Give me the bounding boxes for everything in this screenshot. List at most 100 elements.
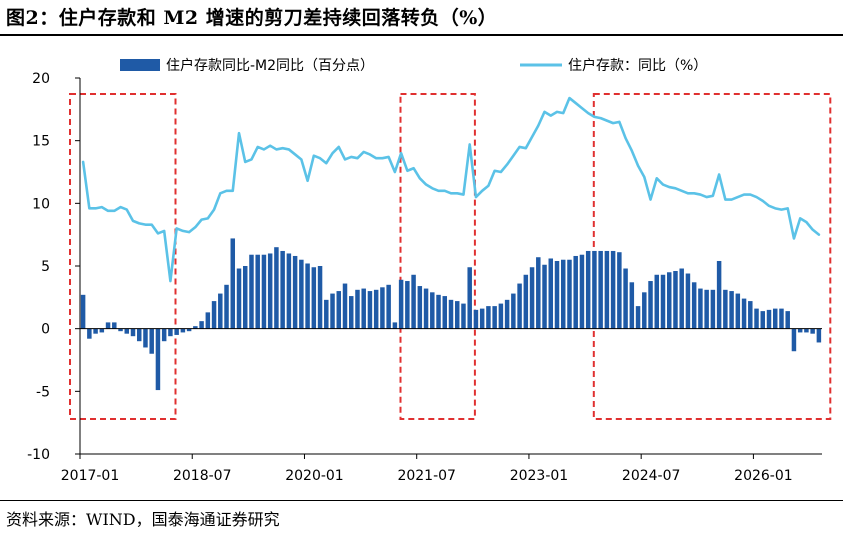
bar-85 <box>610 250 616 329</box>
highlight-box-1 <box>69 93 177 420</box>
bar-103 <box>723 289 728 329</box>
chart-area: 住户存款同比-M2同比（百分点） 住户存款：同比（%） -10 -5 0 5 10 15 2… <box>27 57 832 484</box>
bar-23 <box>224 284 229 329</box>
bar-28 <box>255 254 260 329</box>
bar-47 <box>373 289 379 329</box>
bar-45 <box>361 288 366 329</box>
bar-38 <box>317 266 323 329</box>
line-path <box>81 96 821 283</box>
bar-113 <box>785 311 790 329</box>
bar-27 <box>249 254 254 329</box>
bar-106 <box>741 298 747 329</box>
bar-116 <box>804 328 809 333</box>
bar-20 <box>205 312 211 329</box>
bar-39 <box>324 299 329 329</box>
bar-74 <box>542 264 547 329</box>
x-tick-label-3: 2021-07 <box>397 468 456 484</box>
bar-17 <box>186 328 192 332</box>
bar-48 <box>380 287 385 329</box>
bar-105 <box>735 293 741 329</box>
bar-50 <box>392 322 398 329</box>
bar-94 <box>666 272 672 329</box>
bar-42 <box>342 283 348 329</box>
bar-13 <box>161 328 167 342</box>
bar-5 <box>112 322 117 329</box>
bar-102 <box>716 260 722 329</box>
bar-93 <box>660 274 666 329</box>
bar-2 <box>93 328 98 334</box>
bar-118 <box>816 328 822 343</box>
bar-91 <box>648 281 653 329</box>
bar-10 <box>143 328 148 348</box>
bar-series <box>80 238 822 391</box>
bar-21 <box>211 301 217 329</box>
chart-title: 图2：住户存款和 M2 增速的剪刀差持续回落转负（%） <box>6 7 498 29</box>
bar-79 <box>573 255 578 329</box>
x-tick-label-0: 2017-01 <box>61 468 120 484</box>
bar-73 <box>536 257 541 329</box>
bar-9 <box>136 328 142 342</box>
bar-67 <box>498 303 504 329</box>
bar-115 <box>797 328 803 333</box>
bar-76 <box>554 260 560 329</box>
bar-61 <box>461 303 466 329</box>
bar-89 <box>635 306 641 329</box>
bar-109 <box>760 311 766 329</box>
bar-114 <box>791 328 797 352</box>
bar-72 <box>529 267 535 329</box>
bar-98 <box>691 282 697 329</box>
bar-18 <box>193 326 198 329</box>
bar-6 <box>118 328 123 332</box>
bar-53 <box>411 274 416 329</box>
legend-swatch-bar <box>120 59 160 71</box>
bar-101 <box>710 289 716 329</box>
bar-14 <box>168 328 173 337</box>
bar-15 <box>174 328 179 335</box>
bar-24 <box>230 238 236 329</box>
bar-110 <box>766 309 772 329</box>
bar-32 <box>280 250 285 329</box>
bar-108 <box>754 308 759 329</box>
bar-16 <box>180 328 186 333</box>
bar-40 <box>330 293 335 329</box>
bar-107 <box>748 301 753 329</box>
bar-84 <box>604 250 610 329</box>
bar-83 <box>598 250 603 329</box>
bar-117 <box>810 328 815 334</box>
bar-54 <box>417 286 423 329</box>
bar-87 <box>623 268 628 329</box>
bar-57 <box>436 294 441 329</box>
bar-99 <box>698 288 703 329</box>
bar-56 <box>430 292 435 329</box>
y-tick-label-2: 0 <box>41 322 50 338</box>
bar-25 <box>236 268 242 329</box>
source-divider <box>0 500 843 501</box>
y-tick-label-4: 10 <box>32 196 50 212</box>
bar-81 <box>585 250 591 329</box>
bar-35 <box>299 259 304 329</box>
title-divider <box>0 34 843 36</box>
bar-58 <box>442 296 448 329</box>
bar-112 <box>779 308 784 329</box>
bar-78 <box>567 259 572 329</box>
legend: 住户存款同比-M2同比（百分点） 住户存款：同比（%） <box>120 57 707 74</box>
bar-62 <box>467 267 472 329</box>
bar-49 <box>386 284 391 329</box>
bar-104 <box>729 291 734 329</box>
line-series <box>81 96 821 283</box>
x-tick-label-4: 2023-01 <box>510 468 569 484</box>
bar-41 <box>336 291 342 329</box>
bar-1 <box>87 328 92 339</box>
bar-92 <box>654 274 660 329</box>
bar-4 <box>105 322 111 329</box>
bar-55 <box>423 288 429 329</box>
bar-29 <box>261 254 267 329</box>
bar-69 <box>511 293 516 329</box>
highlight-box-2 <box>399 93 476 420</box>
bar-59 <box>448 299 454 329</box>
bar-31 <box>274 247 279 329</box>
bar-11 <box>149 328 154 354</box>
bar-64 <box>479 308 485 329</box>
bar-52 <box>405 281 410 329</box>
x-tick-label-5: 2024-07 <box>622 468 681 484</box>
